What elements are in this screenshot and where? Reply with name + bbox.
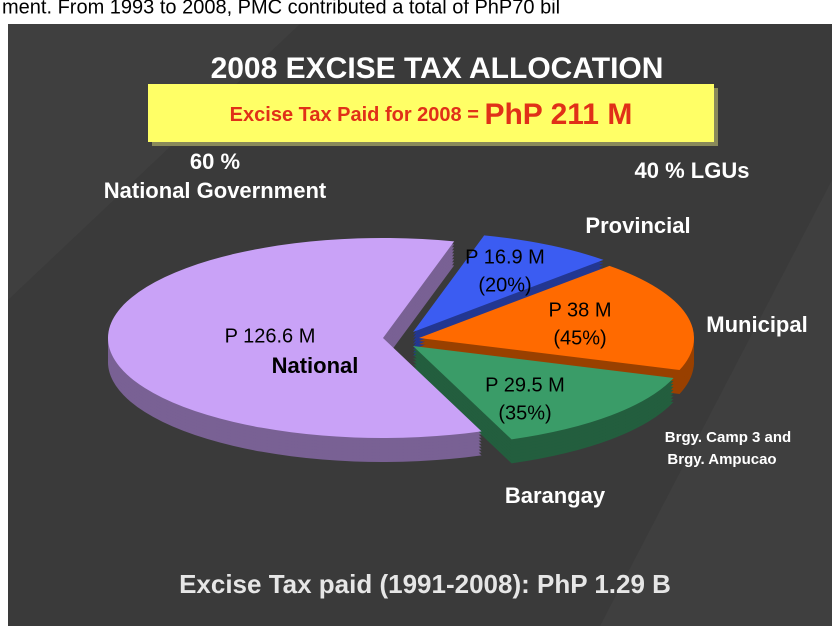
banner-text: Excise Tax Paid for 2008 = PhP 211 M <box>230 98 633 131</box>
group-share: 60 % <box>190 149 240 174</box>
category-label: Municipal <box>706 312 807 337</box>
category-label: National <box>272 353 359 378</box>
annotation: Brgy. Ampucao <box>667 451 776 468</box>
category-label: Provincial <box>585 213 690 238</box>
slice <box>107 237 482 438</box>
banner-amount: PhP 211 M <box>484 98 632 131</box>
share-label: (45%) <box>553 327 606 349</box>
value-label: P 29.5 M <box>485 374 565 396</box>
annotation: Brgy. Camp 3 and <box>665 429 791 446</box>
slice <box>413 346 674 440</box>
banner <box>148 84 714 142</box>
share-label: (20%) <box>478 274 531 296</box>
value-label: P 38 M <box>549 299 612 321</box>
background-decoration <box>600 180 832 626</box>
group-name: National Government <box>104 178 327 203</box>
footer: Excise Tax paid (1991-2008): PhP 1.29 B <box>179 569 671 599</box>
pie <box>107 235 694 464</box>
banner-label: Excise Tax Paid for 2008 = <box>230 104 485 126</box>
value-label: P 126.6 M <box>225 325 316 347</box>
share-label: (35%) <box>498 402 551 424</box>
group-share: 40 % LGUs <box>635 158 750 183</box>
value-label: P 16.9 M <box>465 246 545 268</box>
header-fragment: ment. From 1993 to 2008, PMC contributed… <box>2 0 560 18</box>
chart-title: 2008 EXCISE TAX ALLOCATION <box>211 52 664 85</box>
slice <box>419 265 694 371</box>
slice <box>413 235 604 332</box>
category-label: Barangay <box>505 483 606 508</box>
